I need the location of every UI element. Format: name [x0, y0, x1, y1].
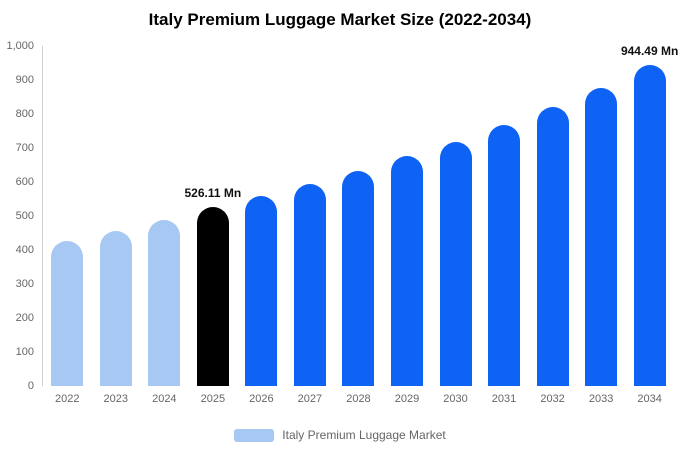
bar-2029 [390, 156, 423, 386]
x-axis-label-2032: 2032 [540, 393, 565, 405]
legend-label: Italy Premium Luggage Market [282, 428, 446, 442]
bar-2032 [536, 107, 569, 386]
bar-2024 [148, 220, 181, 386]
y-tick-label: 500 [15, 210, 34, 222]
bar-2027 [293, 184, 326, 386]
y-tick-label: 1,000 [6, 40, 34, 52]
bar-2028 [342, 170, 375, 386]
x-axis-label-2023: 2023 [103, 393, 129, 405]
bar-slot-2029: 2029 [383, 46, 432, 405]
plot-area: 2022 2023 2024 526.11 Mn 2025 2026 2027 2028 202… [42, 44, 678, 405]
bar-slot-2032: 2032 [528, 46, 577, 405]
y-axis: 0 100 200 300 400 500 600 700 800 900 1,000 [0, 40, 38, 392]
bar-slot-2031: 2031 [480, 46, 529, 405]
y-tick-label: 400 [15, 244, 34, 256]
value-label-2025: 526.11 Mn [184, 186, 242, 201]
y-tick-label: 0 [27, 380, 34, 392]
bar-2025 [196, 207, 229, 386]
bar-slot-2026: 2026 [237, 46, 286, 405]
bar-slot-2030: 2030 [431, 46, 480, 405]
y-tick-label: 800 [15, 108, 34, 120]
bar-2031 [488, 124, 521, 386]
legend-swatch [234, 428, 275, 442]
y-tick-label: 900 [15, 74, 34, 86]
x-axis-label-2024: 2024 [152, 393, 177, 405]
x-axis-label-2028: 2028 [346, 393, 371, 405]
y-tick-label: 200 [15, 312, 34, 324]
y-tick-label: 700 [15, 142, 34, 154]
bar-2026 [245, 196, 278, 386]
value-label-2034: 944.49 Mn [620, 43, 679, 58]
x-axis-label-2031: 2031 [491, 393, 517, 405]
bar-slot-2027: 2027 [286, 46, 335, 405]
bar-slot-2025: 526.11 Mn 2025 [185, 46, 242, 405]
bar-2033 [585, 87, 618, 386]
bar-2034 [633, 64, 666, 386]
bar-2030 [439, 141, 472, 386]
x-axis-label-2026: 2026 [249, 393, 274, 405]
y-tick-label: 600 [15, 176, 34, 188]
y-tick-label: 300 [15, 278, 34, 290]
x-axis-label-2030: 2030 [443, 393, 468, 405]
x-axis-label-2022: 2022 [55, 393, 80, 405]
x-axis-label-2034: 2034 [637, 393, 662, 405]
legend: Italy Premium Luggage Market [0, 428, 680, 442]
y-tick-label: 100 [15, 346, 34, 358]
bar-slot-2022: 2022 [43, 46, 92, 405]
bar-slot-2028: 2028 [334, 46, 383, 405]
x-axis-label-2027: 2027 [297, 393, 323, 405]
chart-title: Italy Premium Luggage Market Size (2022-… [148, 10, 532, 29]
bar-slot-2034: 944.49 Mn 2034 [621, 44, 678, 405]
x-axis-label-2025: 2025 [200, 393, 226, 405]
x-axis-label-2029: 2029 [394, 393, 420, 405]
bar-2022 [51, 240, 84, 386]
bar-slot-2033: 2033 [577, 46, 626, 405]
x-axis-label-2033: 2033 [588, 393, 614, 405]
bar-2023 [99, 230, 132, 386]
bar-slot-2023: 2023 [92, 46, 141, 405]
bar-slot-2024: 2024 [140, 46, 189, 405]
